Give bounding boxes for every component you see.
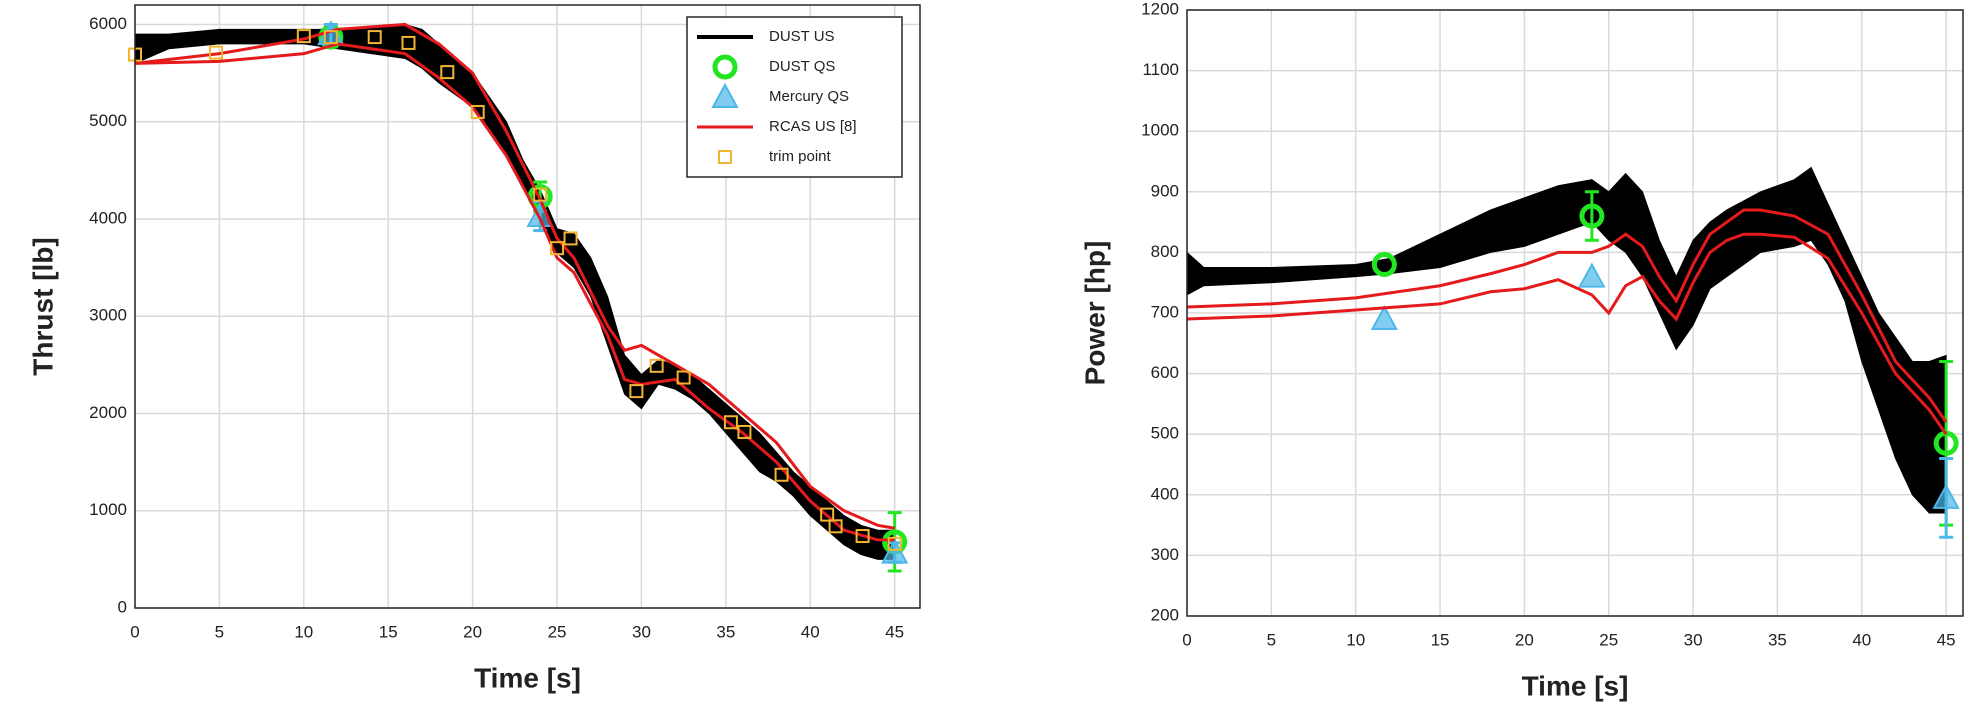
- trim-point: [723, 415, 738, 430]
- trim-point: [820, 507, 835, 522]
- trim-point: [774, 467, 789, 482]
- y-tick-label: 1200: [1141, 0, 1179, 18]
- x-tick-label: 30: [1684, 630, 1703, 649]
- series-layer: [1186, 166, 1960, 539]
- rcas-line: [1186, 232, 1948, 436]
- subplot: 0 5 10 15 20 25 30 35 40 45 0 1000 2000 3000 4000 5000 6…: [27, 4, 921, 693]
- trim-point: [676, 370, 691, 385]
- rcas-line: [1186, 208, 1948, 423]
- y-tick-label: 5000: [89, 111, 127, 130]
- x-axis-label: Time [s]: [474, 662, 581, 693]
- y-axis-label: Power [hp]: [1079, 241, 1110, 386]
- y-tick-label: 600: [1151, 363, 1179, 382]
- y-tick-label: 700: [1151, 302, 1179, 321]
- series-layer: [128, 20, 909, 573]
- x-tick-label: 0: [130, 622, 139, 641]
- x-tick-label: 15: [379, 622, 398, 641]
- y-tick-label: 900: [1151, 181, 1179, 200]
- y-tick-label: 1000: [1141, 121, 1179, 140]
- x-tick-label: 20: [463, 622, 482, 641]
- subplot: 0 5 10 15 20 25 30 35 40 45 200 300 400 500 600 700 800 9…: [1079, 0, 1964, 701]
- legend-label: DUST QS: [769, 58, 835, 75]
- trim-point: [649, 358, 664, 373]
- trim-point: [737, 424, 752, 439]
- x-tick-label: 45: [1937, 630, 1956, 649]
- error-bar: [1584, 190, 1599, 242]
- legend-swatch: [711, 82, 739, 108]
- trim-point: [563, 231, 578, 246]
- trim-point: [401, 35, 416, 50]
- legend: DUST US DUST QS Mercury QS RCAS US [8] trim …: [686, 16, 903, 178]
- y-tick-label: 300: [1151, 545, 1179, 564]
- x-tick-label: 5: [1267, 630, 1276, 649]
- x-tick-label: 5: [215, 622, 224, 641]
- y-tick-label: 6000: [89, 14, 127, 33]
- legend-swatch: [712, 54, 738, 80]
- trim-point: [550, 241, 565, 256]
- trim-point: [629, 384, 644, 399]
- y-tick-label: 3000: [89, 306, 127, 325]
- trim-point: [367, 30, 382, 45]
- x-axis-label: Time [s]: [1522, 670, 1629, 701]
- mercury-qs-marker: [1578, 262, 1606, 288]
- trim-point: [323, 30, 338, 45]
- x-tick-label: 25: [1599, 630, 1618, 649]
- rcas-line: [134, 22, 895, 530]
- trim-point: [296, 29, 311, 44]
- mercury-qs-marker: [880, 538, 909, 564]
- legend-label: Mercury QS: [769, 88, 849, 105]
- x-tick-label: 10: [1346, 630, 1365, 649]
- plot-border: [1186, 9, 1964, 617]
- trim-point: [209, 45, 224, 60]
- y-tick-label: 0: [118, 597, 127, 616]
- y-tick-label: 200: [1151, 605, 1179, 624]
- legend-label: trim point: [769, 148, 832, 165]
- x-tick-label: 15: [1431, 630, 1450, 649]
- dust-qs-marker: [1579, 203, 1605, 229]
- rcas-line: [134, 42, 895, 542]
- x-tick-label: 25: [548, 622, 567, 641]
- x-tick-label: 45: [885, 622, 904, 641]
- trim-point: [533, 187, 548, 202]
- x-tick-label: 35: [716, 622, 735, 641]
- x-tick-label: 40: [1852, 630, 1871, 649]
- x-tick-label: 35: [1768, 630, 1787, 649]
- trim-point: [887, 536, 902, 551]
- x-tick-label: 10: [294, 622, 313, 641]
- x-tick-label: 0: [1182, 630, 1191, 649]
- trim-point: [855, 529, 870, 544]
- y-tick-label: 2000: [89, 403, 127, 422]
- trim-point: [828, 519, 843, 534]
- y-tick-label: 400: [1151, 484, 1179, 503]
- legend-label: RCAS US [8]: [769, 118, 857, 135]
- y-axis-label: Thrust [lb]: [27, 237, 58, 375]
- y-tick-label: 1000: [89, 500, 127, 519]
- legend-swatch: [718, 150, 732, 164]
- y-tick-label: 500: [1151, 424, 1179, 443]
- x-tick-label: 20: [1515, 630, 1534, 649]
- x-tick-label: 40: [801, 622, 820, 641]
- x-tick-label: 30: [632, 622, 651, 641]
- trim-point: [470, 104, 485, 119]
- legend-label: DUST US: [769, 28, 835, 45]
- plot-border: [134, 4, 921, 609]
- mercury-qs-marker: [1370, 304, 1399, 331]
- y-tick-label: 1100: [1142, 60, 1179, 79]
- dust-qs-marker: [1371, 252, 1397, 278]
- y-tick-label: 4000: [89, 208, 127, 227]
- y-tick-label: 800: [1151, 242, 1179, 261]
- trim-point: [440, 65, 455, 80]
- mercury-qs-marker: [1932, 483, 1960, 509]
